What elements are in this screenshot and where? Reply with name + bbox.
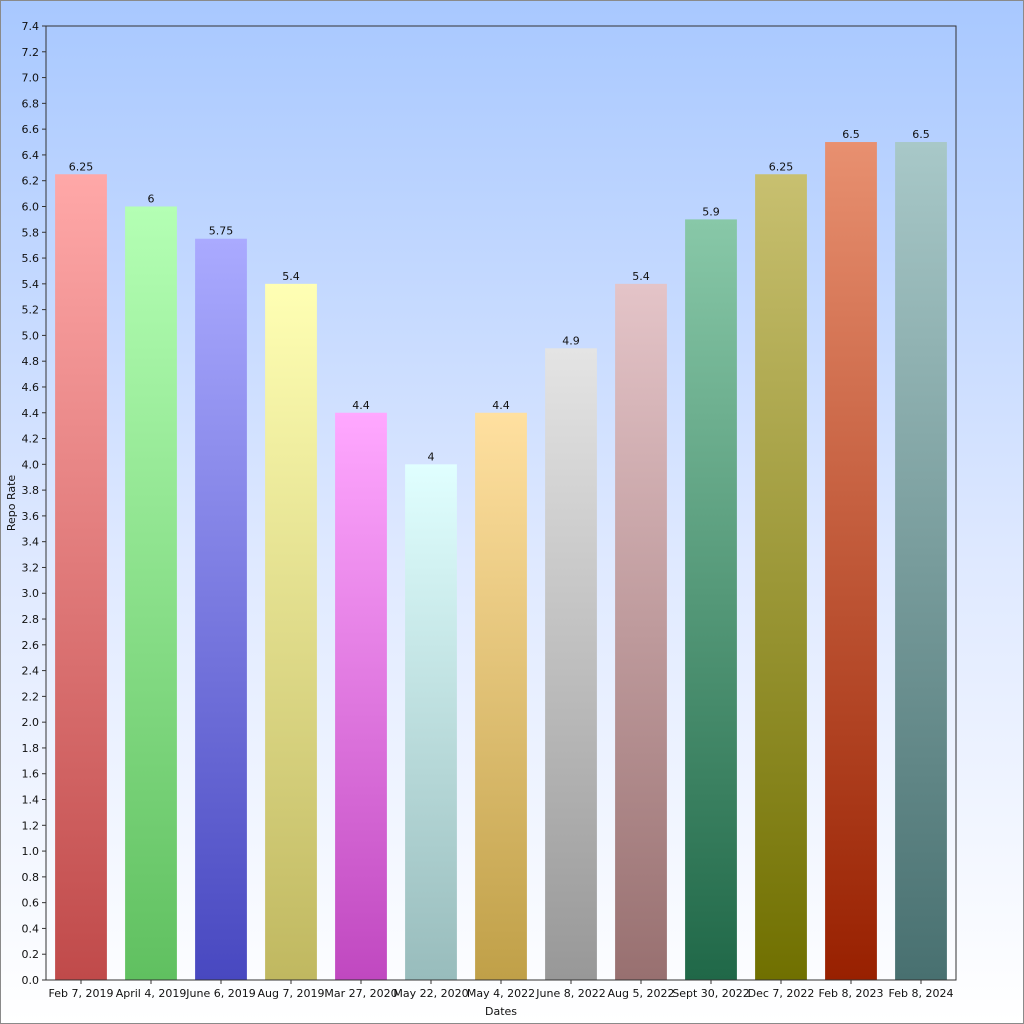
- y-tick-label: 0.6: [22, 897, 40, 910]
- x-tick-label: June 6, 2019: [185, 987, 255, 1000]
- y-tick-label: 7.0: [22, 72, 40, 85]
- data-label: 6: [148, 192, 155, 205]
- bar: [125, 206, 177, 981]
- x-tick-label: Aug 5, 2022: [608, 987, 675, 1000]
- y-tick-label: 0.2: [22, 948, 40, 961]
- y-tick-label: 5.8: [22, 226, 40, 239]
- y-tick-label: 5.2: [22, 304, 40, 317]
- data-label: 5.75: [209, 225, 234, 238]
- x-tick-label: Mar 27, 2020: [324, 987, 397, 1000]
- x-tick-label: Feb 7, 2019: [49, 987, 114, 1000]
- y-tick-label: 3.8: [22, 484, 40, 497]
- bars: [55, 142, 947, 981]
- bar: [55, 174, 107, 980]
- y-tick-label: 2.0: [22, 716, 40, 729]
- y-tick-label: 1.4: [22, 794, 40, 807]
- x-tick-label: June 8, 2022: [535, 987, 605, 1000]
- data-label: 6.5: [842, 128, 860, 141]
- bar: [195, 238, 247, 981]
- y-axis: 0.0 0.2 0.4 0.6 0.8 1.0 1.2 1.4 1.6 1.8 2.0 2.2 2.4 2…: [22, 20, 46, 987]
- y-tick-label: 6.2: [22, 175, 40, 188]
- bar: [825, 142, 877, 980]
- y-tick-label: 0.4: [22, 922, 40, 935]
- y-tick-label: 6.6: [22, 123, 40, 136]
- data-label: 5.4: [632, 270, 650, 283]
- bar: [335, 412, 387, 981]
- y-tick-label: 5.4: [22, 278, 40, 291]
- y-tick-label: 2.6: [22, 639, 40, 652]
- y-tick-label: 6.4: [22, 149, 40, 162]
- y-tick-label: 3.4: [22, 536, 40, 549]
- data-label: 4.4: [352, 399, 370, 412]
- y-tick-label: 5.6: [22, 252, 40, 265]
- y-tick-label: 2.4: [22, 665, 40, 678]
- y-tick-label: 4.4: [22, 407, 40, 420]
- x-tick-label: Dec 7, 2022: [748, 987, 815, 1000]
- y-tick-label: 5.0: [22, 329, 40, 342]
- x-tick-label: May 22, 2020: [393, 987, 468, 1000]
- y-tick-label: 1.2: [22, 819, 40, 832]
- y-tick-label: 4.2: [22, 433, 40, 446]
- x-tick-label: Feb 8, 2024: [889, 987, 954, 1000]
- y-tick-label: 4.0: [22, 458, 40, 471]
- y-tick-label: 2.8: [22, 613, 40, 626]
- y-tick-label: 4.6: [22, 381, 40, 394]
- data-label: 4: [428, 450, 435, 463]
- data-label: 6.25: [69, 160, 94, 173]
- bar: [265, 283, 317, 980]
- y-tick-label: 6.0: [22, 200, 40, 213]
- bar: [685, 219, 737, 981]
- y-tick-label: 4.8: [22, 355, 40, 368]
- y-tick-label: 0.0: [22, 974, 40, 987]
- data-label: 6.25: [769, 160, 794, 173]
- y-tick-label: 3.6: [22, 510, 40, 523]
- data-labels: 6.25 6 5.75 5.4 4.4 4 4.4 4.9 5.4 5.9 6.25 6.5 6.5: [69, 128, 930, 463]
- data-label: 6.5: [912, 128, 930, 141]
- data-label: 5.4: [282, 270, 300, 283]
- y-tick-label: 3.2: [22, 561, 40, 574]
- y-tick-label: 7.2: [22, 46, 40, 59]
- y-tick-label: 2.2: [22, 690, 40, 703]
- x-tick-label: Aug 7, 2019: [258, 987, 325, 1000]
- bar: [405, 464, 457, 980]
- bar: [615, 283, 667, 980]
- bar: [755, 174, 807, 980]
- y-tick-label: 7.4: [22, 20, 40, 33]
- y-tick-label: 3.0: [22, 587, 40, 600]
- bar: [895, 142, 947, 980]
- x-tick-label: April 4, 2019: [116, 987, 187, 1000]
- data-label: 5.9: [702, 205, 720, 218]
- y-tick-label: 6.8: [22, 97, 40, 110]
- data-label: 4.9: [562, 334, 580, 347]
- x-tick-label: Feb 8, 2023: [819, 987, 884, 1000]
- x-axis: Feb 7, 2019 April 4, 2019 June 6, 2019 Aug …: [49, 980, 954, 1000]
- x-axis-title: Dates: [485, 1005, 517, 1018]
- y-tick-label: 1.0: [22, 845, 40, 858]
- x-tick-label: Sept 30, 2022: [672, 987, 750, 1000]
- bar: [475, 412, 527, 981]
- x-tick-label: May 4, 2022: [467, 987, 535, 1000]
- y-tick-label: 0.8: [22, 871, 40, 884]
- y-tick-label: 1.8: [22, 742, 40, 755]
- bar: [545, 348, 597, 980]
- y-tick-label: 1.6: [22, 768, 40, 781]
- data-label: 4.4: [492, 399, 510, 412]
- y-axis-title: Repo Rate: [5, 475, 18, 532]
